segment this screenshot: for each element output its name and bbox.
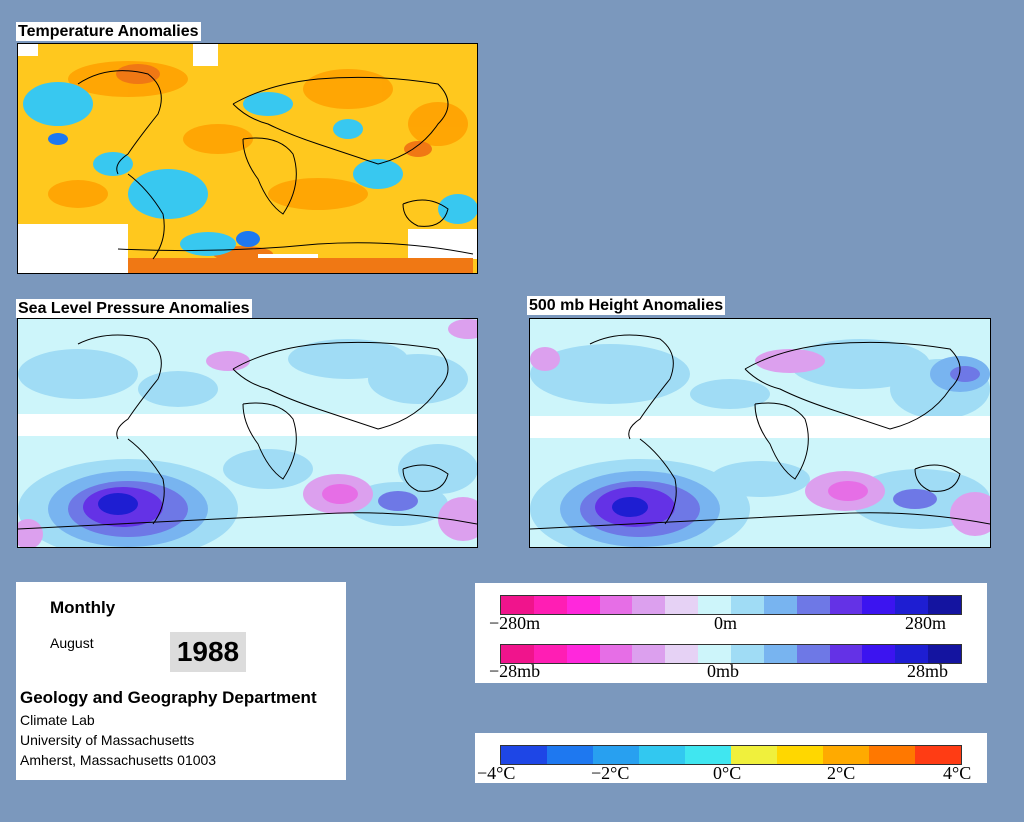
pressure-max-label: 28mb — [907, 661, 949, 681]
pressure-swatch — [829, 645, 863, 663]
height-swatch — [796, 596, 830, 614]
height-swatch — [599, 596, 633, 614]
address: Amherst, Massachusetts 01003 — [20, 752, 217, 768]
height-swatch — [501, 596, 534, 614]
temperature-swatch — [777, 746, 823, 764]
temperature-swatch — [731, 746, 777, 764]
pressure-swatch — [698, 645, 732, 663]
pressure-swatch — [895, 645, 929, 663]
temperature-map-graphic — [18, 44, 477, 273]
sea-level-pressure-map — [17, 318, 478, 548]
temperature-swatch — [685, 746, 731, 764]
temperature-anomalies-title: Temperature Anomalies — [16, 22, 201, 41]
height-zero-label: 0m — [714, 613, 738, 633]
pressure-color-bar — [500, 644, 962, 664]
sea-level-pressure-title: Sea Level Pressure Anomalies — [16, 299, 252, 318]
height-swatch — [763, 596, 797, 614]
pressure-swatch — [665, 645, 699, 663]
height-swatch — [928, 596, 962, 614]
height-map-graphic — [530, 319, 990, 547]
temperature-swatch — [639, 746, 685, 764]
temp-label-minus2: −2°C — [591, 763, 630, 783]
year-label: 1988 — [170, 632, 246, 672]
lab-name: Climate Lab — [20, 712, 95, 728]
temperature-swatch — [547, 746, 593, 764]
pressure-swatch — [928, 645, 962, 663]
pressure-swatch — [501, 645, 534, 663]
university-name: University of Massachusetts — [20, 732, 195, 748]
pressure-swatch — [599, 645, 633, 663]
height-swatch — [533, 596, 567, 614]
height-min-label: −280m — [489, 613, 541, 633]
temperature-color-bar — [500, 745, 962, 765]
height-swatch — [566, 596, 600, 614]
pressure-swatch — [632, 645, 666, 663]
temp-label-plus2: 2°C — [827, 763, 856, 783]
temperature-swatch — [501, 746, 547, 764]
height-swatch — [862, 596, 896, 614]
pressure-swatch — [763, 645, 797, 663]
temperature-swatch — [593, 746, 639, 764]
height-pressure-legend: −280m 0m 280m −28mb 0mb 28mb — [475, 583, 987, 683]
height-swatch — [731, 596, 764, 614]
department-name: Geology and Geography Department — [20, 688, 317, 707]
temperature-swatch — [823, 746, 869, 764]
month-label: August — [50, 635, 94, 651]
pressure-min-label: −28mb — [489, 661, 541, 681]
height-500mb-map — [529, 318, 991, 548]
pressure-zero-label: 0mb — [707, 661, 740, 681]
temp-label-plus4: 4°C — [943, 763, 972, 783]
height-swatch — [698, 596, 732, 614]
info-panel: Monthly August 1988 Geology and Geograph… — [16, 582, 346, 780]
temp-label-minus4: −4°C — [477, 763, 516, 783]
temperature-swatch — [869, 746, 915, 764]
slp-map-graphic — [18, 319, 477, 547]
height-swatch — [895, 596, 929, 614]
height-500mb-title: 500 mb Height Anomalies — [527, 296, 726, 315]
temp-label-zero: 0°C — [713, 763, 742, 783]
pressure-swatch — [533, 645, 567, 663]
temperature-anomaly-map — [17, 43, 478, 274]
height-max-label: 280m — [905, 613, 947, 633]
pressure-swatch — [566, 645, 600, 663]
period-label: Monthly — [50, 598, 116, 617]
temperature-swatch — [915, 746, 961, 764]
pressure-swatch — [796, 645, 830, 663]
height-swatch — [665, 596, 699, 614]
pressure-swatch — [862, 645, 896, 663]
pressure-swatch — [731, 645, 764, 663]
height-color-bar — [500, 595, 962, 615]
height-swatch — [632, 596, 666, 614]
height-swatch — [829, 596, 863, 614]
temperature-legend: −4°C −2°C 0°C 2°C 4°C — [475, 733, 987, 783]
